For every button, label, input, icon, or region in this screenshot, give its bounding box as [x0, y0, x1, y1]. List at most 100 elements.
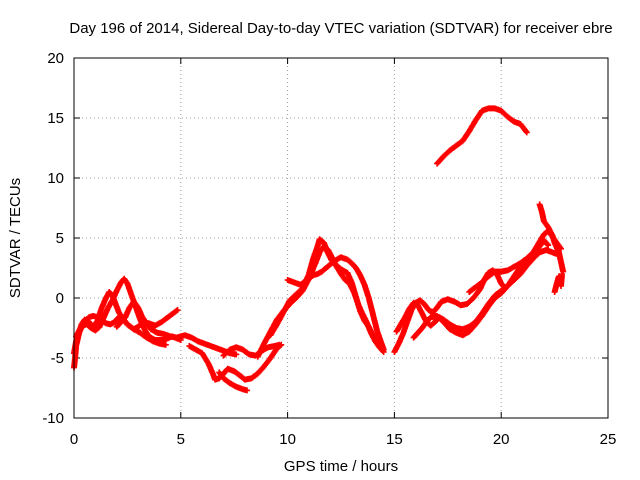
data-point — [517, 256, 529, 267]
x-tick-label: 10 — [279, 431, 296, 448]
x-tick-label: 25 — [600, 431, 617, 448]
data-point — [162, 341, 169, 348]
series-arc-5 — [186, 341, 285, 383]
series-arc-14 — [466, 227, 564, 295]
data-point — [130, 298, 141, 310]
data-point — [472, 314, 485, 328]
data-point — [472, 280, 484, 291]
data-point — [165, 310, 177, 321]
data-point — [421, 301, 431, 312]
data-point — [244, 387, 250, 394]
data-point — [92, 324, 102, 334]
series-arc-4 — [113, 298, 240, 358]
grid — [73, 57, 609, 419]
y-tick-label: 15 — [47, 110, 64, 127]
data-point — [316, 236, 326, 245]
data-point — [530, 250, 542, 262]
data-point — [523, 129, 530, 136]
data-point — [417, 297, 427, 307]
data-point — [293, 286, 305, 298]
series-arc-17 — [551, 271, 566, 295]
data-point — [559, 271, 566, 277]
data-point — [271, 342, 281, 349]
data-point — [464, 296, 476, 307]
data-point — [276, 341, 283, 348]
series-arc-15 — [434, 105, 530, 167]
data-point — [370, 311, 380, 334]
x-tick-label: 20 — [493, 431, 510, 448]
data-point — [254, 341, 267, 360]
data-point — [220, 375, 232, 386]
data-point — [327, 258, 337, 268]
data-point — [423, 315, 433, 325]
data-point — [380, 346, 387, 353]
x-tick-label: 5 — [177, 431, 185, 448]
x-tick-label: 15 — [386, 431, 403, 448]
x-tick-label: 0 — [70, 431, 78, 448]
y-tick-label: -5 — [51, 350, 64, 367]
data-point — [434, 154, 446, 167]
data-point — [361, 317, 371, 329]
data-point — [342, 277, 352, 286]
plot-frame — [73, 57, 609, 419]
data-point — [427, 319, 437, 329]
data-point — [459, 129, 472, 144]
data-point — [523, 256, 536, 269]
data-point — [174, 307, 181, 313]
data-point — [348, 279, 359, 299]
data-point — [440, 148, 452, 160]
data-series — [71, 105, 567, 394]
data-point — [479, 274, 491, 286]
y-tick-label: -10 — [42, 410, 64, 427]
data-point — [338, 271, 348, 282]
data-point — [261, 356, 273, 370]
data-point — [517, 263, 529, 277]
y-tick-label: 5 — [56, 230, 64, 247]
data-point — [466, 118, 478, 135]
data-point — [517, 121, 529, 135]
data-point — [318, 265, 328, 275]
data-point — [212, 375, 221, 383]
data-point — [90, 313, 100, 320]
data-point — [286, 292, 299, 304]
data-point — [498, 107, 510, 119]
data-point — [410, 330, 420, 341]
chart-title: Day 196 of 2014, Sidereal Day-to-day VTE… — [69, 20, 612, 37]
data-point — [135, 321, 145, 330]
data-point — [348, 260, 359, 270]
data-point — [470, 287, 482, 301]
series-arc-6 — [216, 369, 250, 394]
data-point — [523, 250, 536, 262]
data-point — [83, 321, 93, 331]
data-point — [540, 237, 551, 248]
data-point — [254, 364, 267, 377]
series-arc-16 — [536, 201, 567, 275]
data-point — [440, 319, 452, 332]
data-point — [365, 295, 376, 317]
data-point — [498, 284, 510, 297]
y-tick-label: 10 — [47, 170, 64, 187]
data-point — [466, 322, 478, 335]
data-point — [94, 314, 104, 323]
data-point — [429, 305, 440, 316]
data-point — [77, 320, 87, 331]
data-point — [344, 256, 354, 266]
data-point — [233, 351, 240, 358]
x-axis-label: GPS time / hours — [284, 458, 398, 475]
data-point — [414, 326, 425, 336]
data-point — [81, 315, 92, 325]
series-arc-10 — [284, 254, 387, 353]
y-tick-label: 20 — [47, 50, 64, 67]
data-point — [333, 262, 343, 272]
data-point — [545, 242, 552, 249]
y-axis-label: SDTVAR / TECUs — [7, 178, 24, 298]
data-point — [540, 218, 551, 229]
data-point — [485, 296, 497, 310]
data-point — [323, 262, 333, 271]
data-point — [118, 315, 128, 325]
y-tick-label: 0 — [56, 290, 64, 307]
data-point — [353, 293, 363, 313]
data-point — [434, 313, 446, 324]
data-point — [171, 307, 180, 316]
